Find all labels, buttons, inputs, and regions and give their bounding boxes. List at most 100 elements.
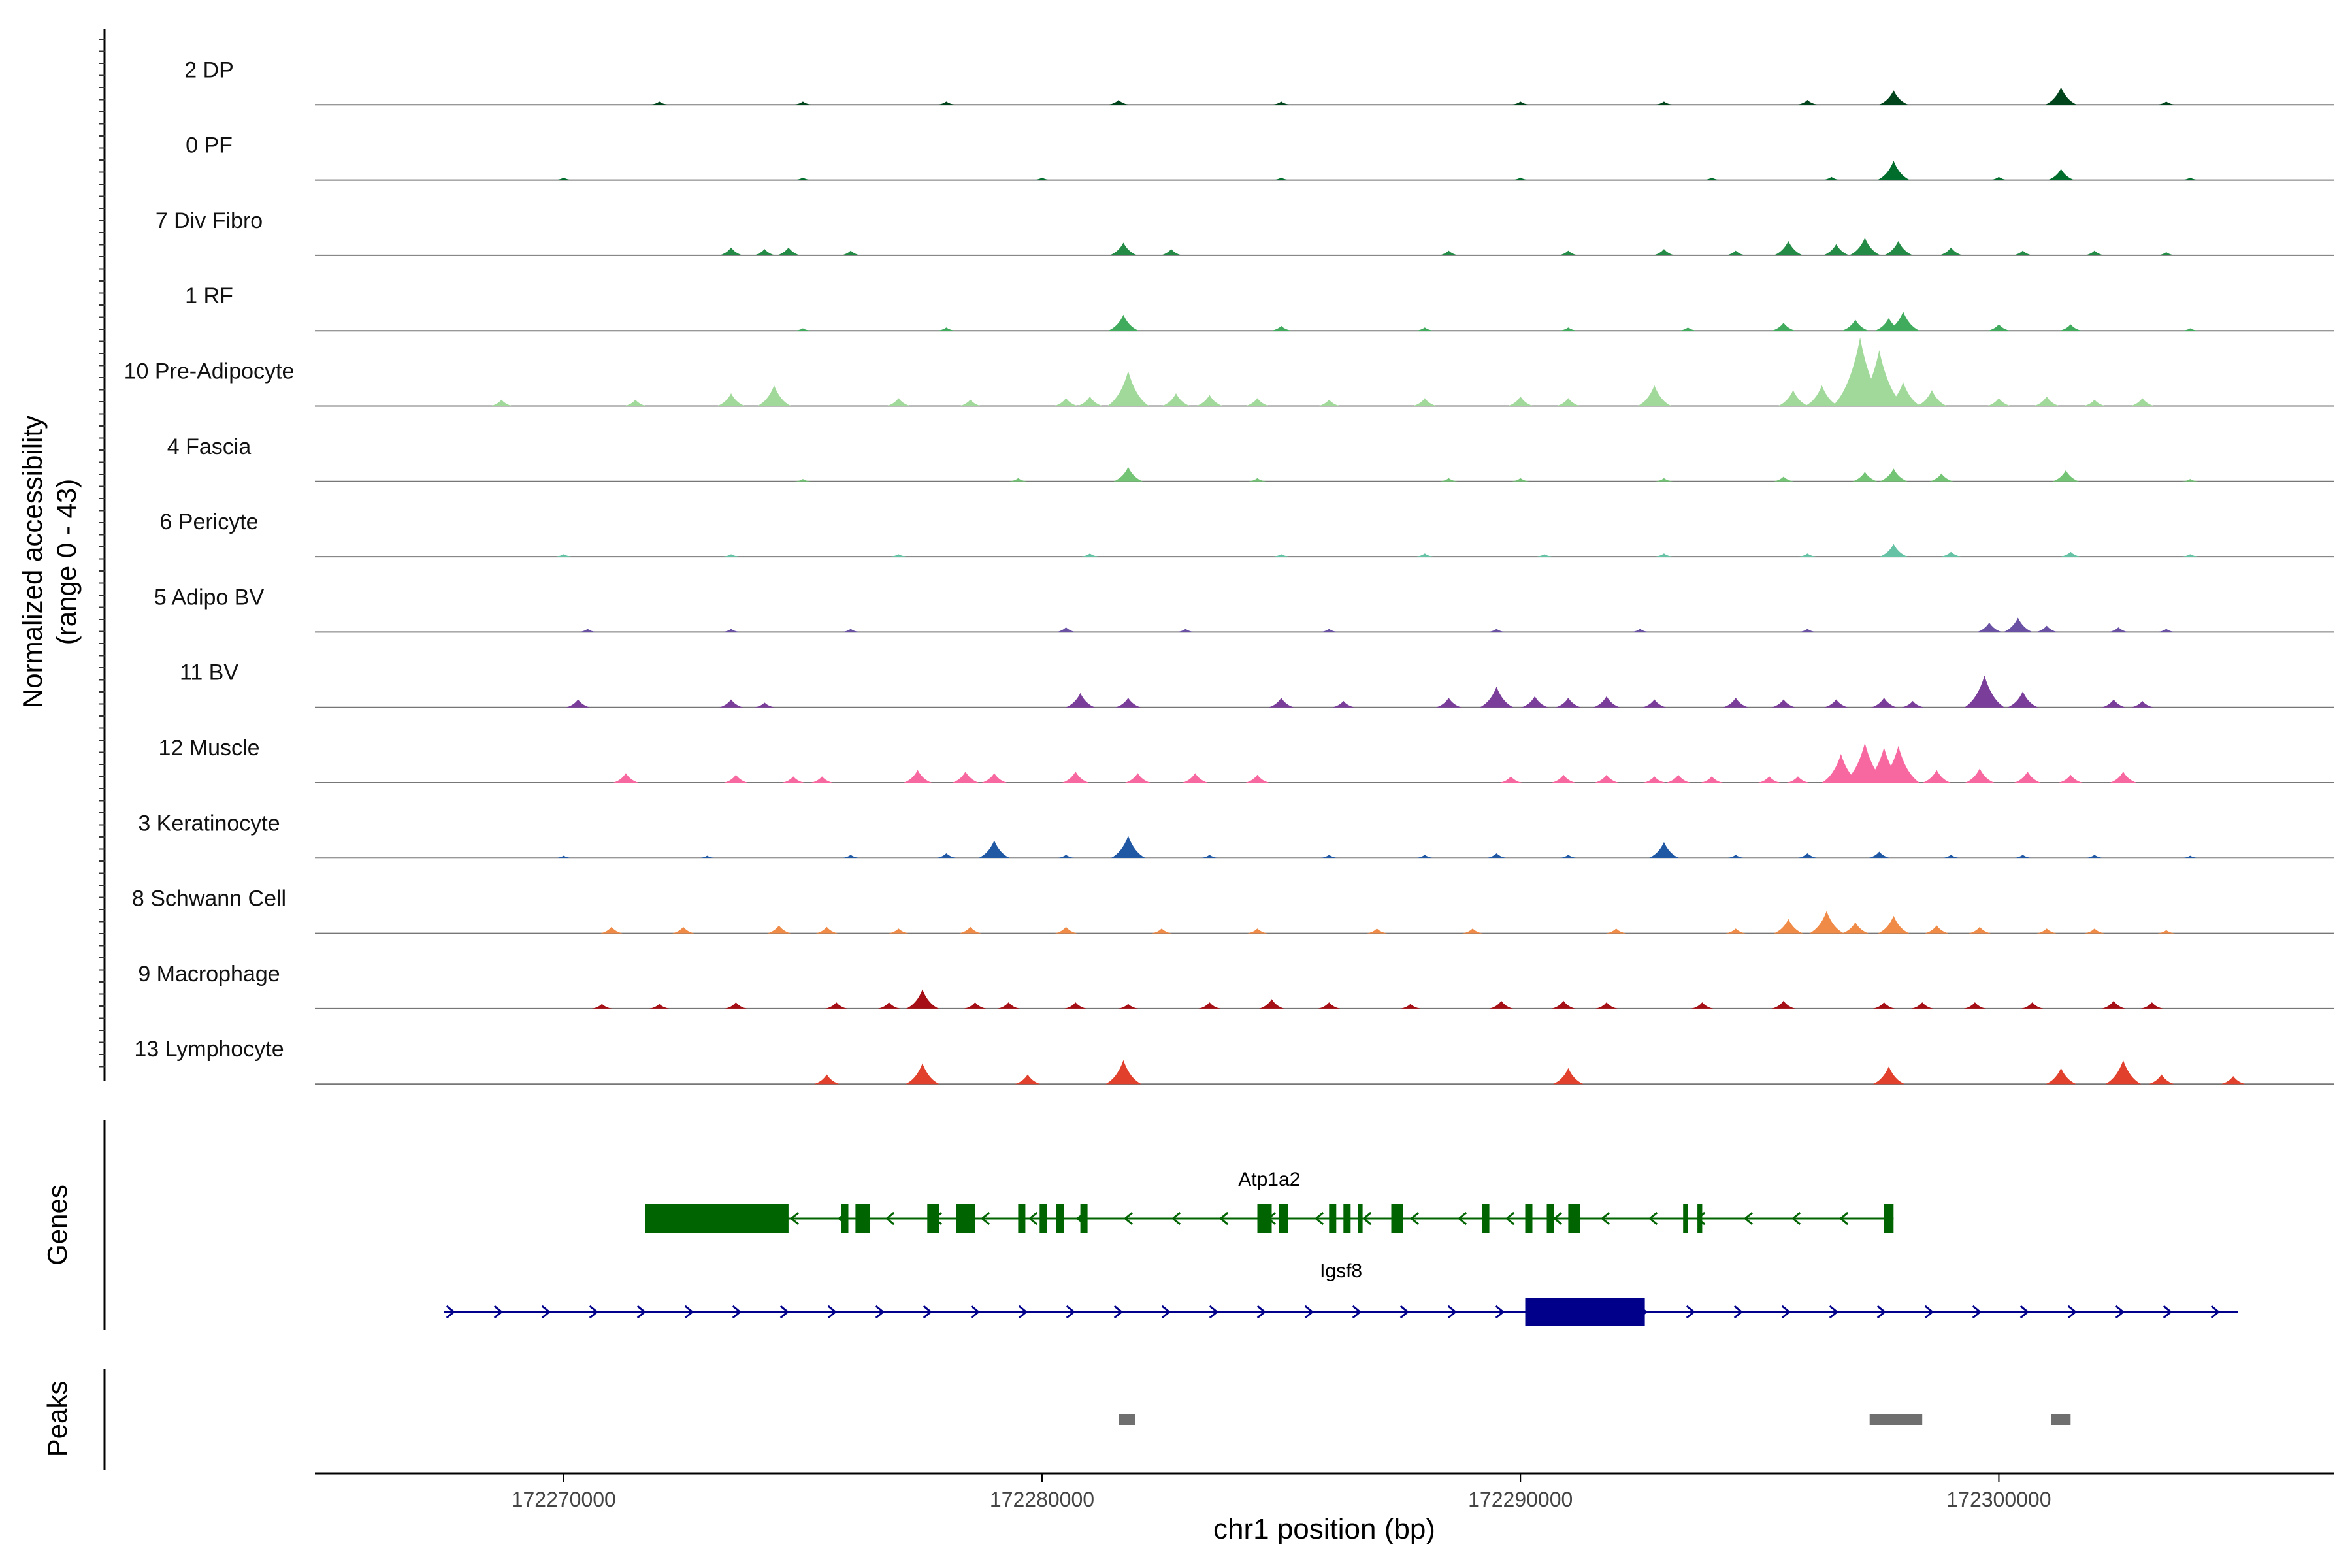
coverage-peak (1849, 238, 1881, 255)
peak-region (1119, 1414, 1135, 1425)
coverage-peak (757, 385, 791, 406)
coverage-peak (2130, 398, 2155, 406)
coverage-peak (1911, 1002, 1934, 1009)
gene-exon (1391, 1204, 1403, 1233)
coverage-peak (1151, 928, 1172, 934)
strand-arrow (1409, 1211, 1420, 1226)
coverage-peak (1273, 554, 1290, 557)
gene-igsf8: Igsf8 (444, 1260, 2238, 1326)
coverage-peak (1248, 478, 1267, 482)
strand-arrow (1972, 1305, 1982, 1319)
gene-exon (1697, 1204, 1703, 1233)
coverage-peak (1054, 398, 1078, 406)
strand-arrow (1505, 1211, 1515, 1226)
coverage-peak (1200, 855, 1218, 858)
track-4-fascia: 4 Fascia (167, 434, 2334, 482)
strand-arrow (1218, 1211, 1229, 1226)
track-label: 13 Lymphocyte (134, 1037, 284, 1062)
x-axis-ticks: 172270000 172280000 172290000 172300000 (512, 1473, 2051, 1511)
coverage-peak (1367, 928, 1388, 934)
coverage-peak (1056, 627, 1077, 632)
strand-arrow (1924, 1305, 1935, 1319)
coverage-peak (1916, 390, 1948, 406)
coverage-peak (1842, 922, 1869, 934)
track-11-bv: 11 BV (180, 661, 2334, 708)
coverage-peak (555, 177, 572, 180)
coverage-peak (936, 853, 957, 858)
coverage-peak (2221, 1076, 2246, 1085)
coverage-peak (959, 399, 982, 406)
coverage-peak (978, 840, 1010, 858)
track-label: 2 DP (184, 57, 234, 82)
coverage-peak (1487, 629, 1506, 632)
gene-exon (1018, 1204, 1026, 1233)
gene-exon (1358, 1204, 1363, 1233)
coverage-peak (1989, 176, 2008, 180)
strand-arrow (1743, 1211, 1754, 1226)
strand-arrow (1648, 1211, 1658, 1226)
coverage-peak (890, 554, 907, 557)
coverage-peak (1773, 476, 1794, 482)
coverage-peak (724, 774, 748, 783)
strand-arrow (827, 1305, 838, 1319)
gene-exon (1056, 1204, 1064, 1233)
coverage-peak (2083, 399, 2106, 406)
track-label: 6 Pericyte (159, 510, 258, 534)
coverage-peak (753, 249, 776, 255)
coverage-peak (1245, 774, 1269, 783)
strand-arrow (1399, 1305, 1410, 1319)
coverage-peak (1885, 382, 1921, 406)
coverage-peak (2014, 771, 2041, 783)
strand-arrow (2163, 1305, 2173, 1319)
coverage-peak (1879, 468, 1908, 482)
coverage-peak (591, 1004, 612, 1009)
coverage-peak (1648, 841, 1680, 858)
coverage-peak (1111, 836, 1146, 858)
coverage-peak (1272, 101, 1290, 105)
coverage-peak (1901, 700, 1924, 708)
coverage-peak (2021, 1002, 2044, 1009)
coverage-peak (1968, 926, 1991, 934)
coverage-peak (1940, 551, 1961, 557)
strand-arrow (1314, 1211, 1324, 1226)
strand-arrow (2115, 1305, 2125, 1319)
coverage-peak (1499, 776, 1522, 783)
track-label: 10 Pre-Adipocyte (124, 359, 295, 384)
coverage-peak (555, 554, 572, 557)
strand-arrow (1362, 1211, 1372, 1226)
coverage-peak (1105, 1060, 1141, 1085)
coverage-peak (2101, 1000, 2126, 1009)
coverage-peak (1553, 1068, 1584, 1085)
coverage-peak (2157, 101, 2176, 105)
coverage-peak (1655, 478, 1673, 482)
strand-arrow (980, 1211, 990, 1226)
coverage-peak (1773, 919, 1803, 934)
coverage-peak (1113, 466, 1143, 482)
track-2-dp: 2 DP (184, 57, 2334, 106)
ylabel-line1: Normalized accessibility (17, 416, 48, 708)
coverage-peak (1655, 553, 1673, 557)
coverage-peak (1868, 851, 1891, 858)
coverage-peak (2181, 177, 2199, 180)
coverage-peak (2181, 855, 2199, 858)
coverage-peak (2181, 554, 2199, 557)
coverage-peak (2052, 470, 2080, 482)
track-0-pf: 0 PF (186, 133, 2334, 181)
coverage-peak (1182, 773, 1208, 783)
coverage-peak (1320, 855, 1339, 858)
strand-arrow (970, 1305, 981, 1319)
coverage-peak (1594, 774, 1619, 783)
coverage-peak (1643, 776, 1666, 783)
track-10-pre-adipocyte: 10 Pre-Adipocyte (124, 337, 2334, 407)
coverage-peak (1196, 395, 1223, 406)
coverage-peak (1512, 177, 1529, 180)
coverage-peak (1884, 240, 1914, 255)
track-1-rf: 1 RF (185, 284, 2334, 332)
coverage-peak (1976, 622, 2002, 632)
gene-exon (1257, 1204, 1272, 1233)
coverage-peak (1320, 629, 1339, 632)
gene-annotations: Atp1a2 Igsf8 (444, 1169, 2238, 1326)
coverage-peak (1416, 553, 1434, 557)
strand-arrow (1876, 1305, 1887, 1319)
coverage-peak (814, 1074, 840, 1085)
